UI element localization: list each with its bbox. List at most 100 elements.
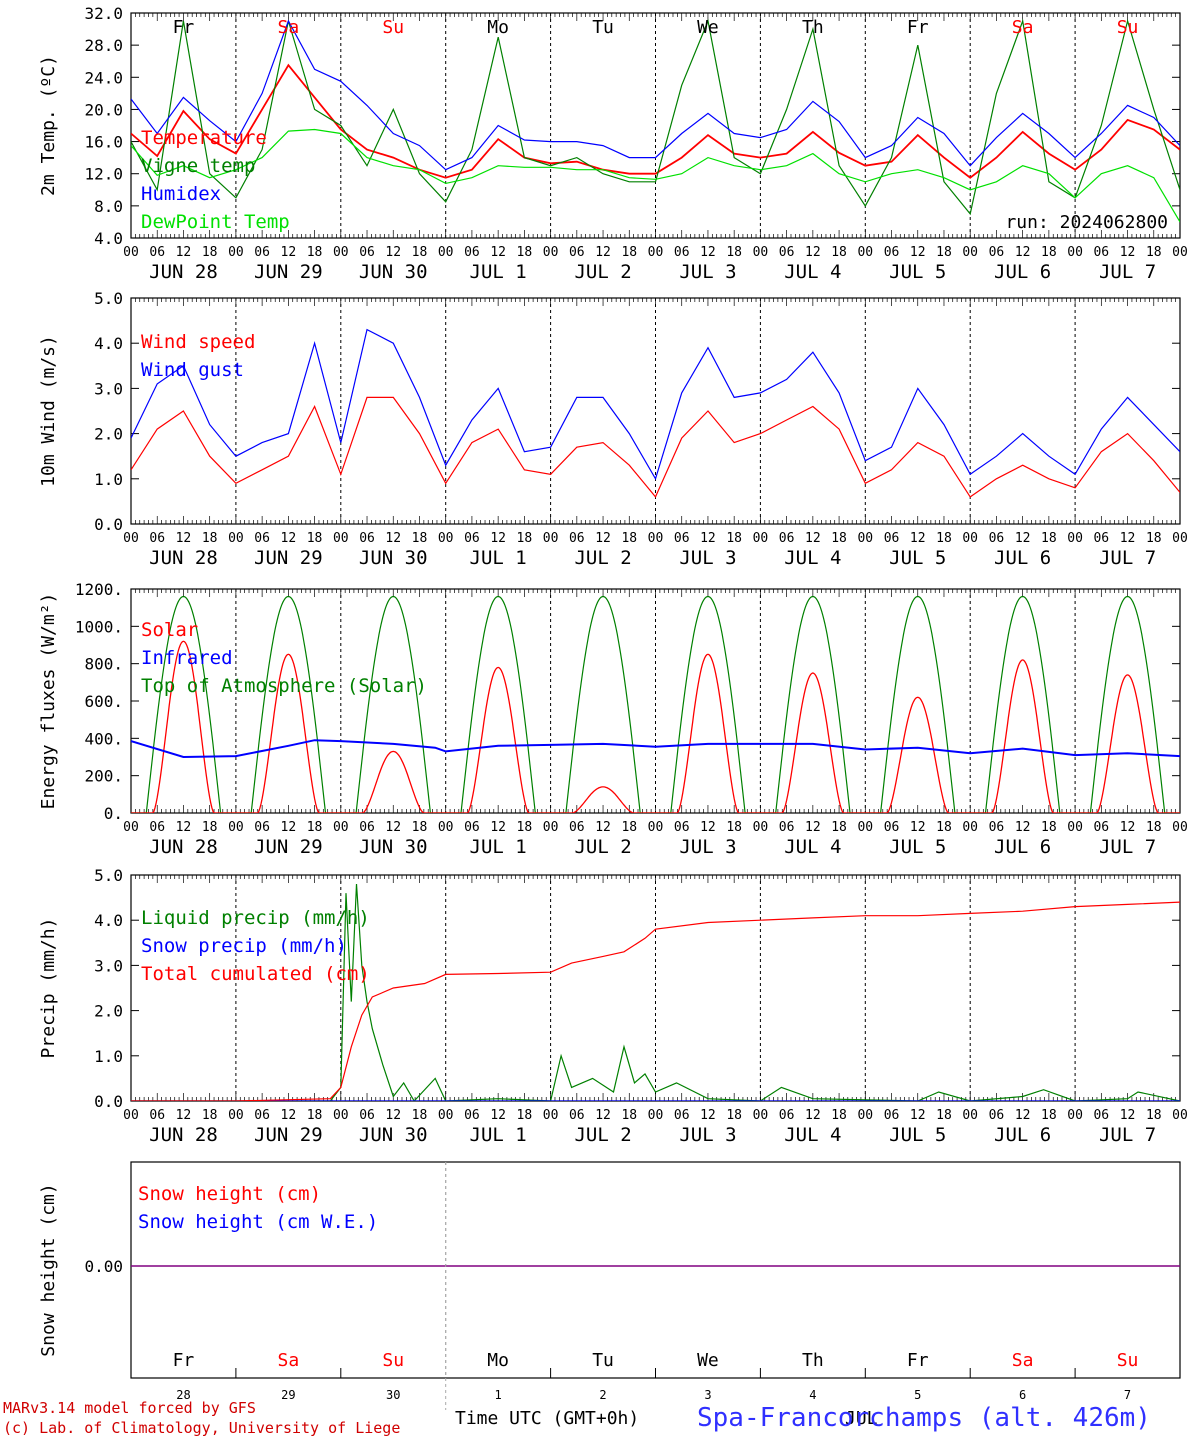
legend-entry: Infrared xyxy=(141,647,233,669)
hour-tick-label: 06 xyxy=(464,245,480,260)
credit-line-1: MARv3.14 model forced by GFS xyxy=(3,1399,256,1417)
day-name: Mo xyxy=(487,17,509,38)
infrared-line xyxy=(131,739,1180,759)
y-tick-label: 4.0 xyxy=(94,229,123,248)
day-name: Su xyxy=(382,17,404,38)
y-axis-label: Energy fluxes (W/m²) xyxy=(38,593,59,810)
hour-tick-label: 06 xyxy=(779,245,795,260)
hour-tick-label: 00 xyxy=(648,531,664,546)
hour-tick-label: 06 xyxy=(254,531,270,546)
date-label: JUN 28 xyxy=(149,836,218,858)
hour-tick-label: 12 xyxy=(1120,531,1136,546)
y-tick-label: 0.0 xyxy=(94,515,123,534)
hour-tick-label: 06 xyxy=(989,1108,1005,1123)
date-label: JUL 5 xyxy=(889,547,946,569)
hour-tick-label: 12 xyxy=(700,820,716,835)
temp-series-2 xyxy=(131,19,1180,171)
y-tick-label: 600. xyxy=(84,692,123,711)
date-label: JUL 2 xyxy=(574,547,631,569)
day-name: Th xyxy=(802,1350,824,1371)
hour-tick-label: 18 xyxy=(726,820,742,835)
hour-tick-label: 00 xyxy=(753,531,769,546)
hour-tick-label: 06 xyxy=(674,245,690,260)
day-number: 2 xyxy=(599,1388,606,1402)
credit-line-2: (c) Lab. of Climatology, University of L… xyxy=(3,1419,400,1437)
date-label: JUN 30 xyxy=(359,547,428,569)
hour-tick-label: 18 xyxy=(412,531,428,546)
hour-tick-label: 12 xyxy=(805,1108,821,1123)
hour-tick-label: 06 xyxy=(674,1108,690,1123)
hour-tick-label: 12 xyxy=(490,245,506,260)
hour-tick-label: 00 xyxy=(962,245,978,260)
day-name: We xyxy=(697,17,719,38)
hour-tick-label: 06 xyxy=(569,531,585,546)
hour-tick-label: 00 xyxy=(123,245,139,260)
hour-tick-label: 06 xyxy=(989,245,1005,260)
y-tick-label: 0.00 xyxy=(84,1257,123,1276)
legend-entry: Humidex xyxy=(141,183,221,205)
hour-tick-label: 18 xyxy=(1146,820,1162,835)
hour-tick-label: 00 xyxy=(1067,245,1083,260)
hour-tick-label: 18 xyxy=(1146,531,1162,546)
hour-tick-label: 00 xyxy=(857,245,873,260)
hour-tick-label: 18 xyxy=(831,820,847,835)
date-label: JUL 3 xyxy=(679,1124,736,1146)
day-name: Su xyxy=(382,1350,404,1371)
hour-tick-label: 18 xyxy=(726,531,742,546)
y-tick-label: 2.0 xyxy=(94,425,123,444)
y-axis-label: 2m Temp. (ºC) xyxy=(38,55,59,196)
hour-tick-label: 12 xyxy=(490,820,506,835)
hour-tick-label: 06 xyxy=(569,1108,585,1123)
hour-tick-label: 18 xyxy=(202,245,218,260)
day-number: 30 xyxy=(386,1388,400,1402)
energy-plot xyxy=(131,595,1180,813)
day-name: We xyxy=(697,1350,719,1371)
hour-tick-label: 06 xyxy=(884,820,900,835)
run-label: run: 2024062800 xyxy=(1005,212,1168,233)
hour-tick-label: 18 xyxy=(307,245,323,260)
date-label: JUL 3 xyxy=(679,261,736,283)
hour-tick-label: 06 xyxy=(149,1108,165,1123)
temp-plot xyxy=(131,18,1180,223)
day-number: 6 xyxy=(1019,1388,1026,1402)
hour-tick-label: 00 xyxy=(753,245,769,260)
hour-tick-label: 12 xyxy=(281,531,297,546)
x-axis-label: Time UTC (GMT+0h) xyxy=(455,1408,639,1429)
hour-tick-label: 06 xyxy=(1093,245,1109,260)
date-label: JUL 1 xyxy=(470,547,527,569)
hour-tick-label: 18 xyxy=(936,531,952,546)
y-tick-label: 1000. xyxy=(75,617,123,636)
y-axis-label: Snow height (cm) xyxy=(38,1183,59,1356)
date-label: JUL 6 xyxy=(994,547,1051,569)
date-label: JUL 4 xyxy=(784,547,841,569)
hour-tick-label: 06 xyxy=(569,245,585,260)
hour-tick-label: 06 xyxy=(884,531,900,546)
hour-tick-label: 00 xyxy=(228,531,244,546)
hour-tick-label: 06 xyxy=(884,1108,900,1123)
hour-tick-label: 00 xyxy=(123,1108,139,1123)
date-label: JUL 6 xyxy=(994,836,1051,858)
hour-tick-label: 12 xyxy=(385,245,401,260)
y-tick-label: 28.0 xyxy=(84,36,123,55)
y-axis-label: Precip (mm/h) xyxy=(38,918,59,1059)
hour-tick-label: 18 xyxy=(831,245,847,260)
hour-tick-label: 00 xyxy=(753,1108,769,1123)
hour-tick-label: 12 xyxy=(805,245,821,260)
date-label: JUN 28 xyxy=(149,261,218,283)
hour-tick-label: 18 xyxy=(307,531,323,546)
date-label: JUN 30 xyxy=(359,261,428,283)
y-tick-label: 3.0 xyxy=(94,379,123,398)
hour-tick-label: 00 xyxy=(438,531,454,546)
wind-series-1 xyxy=(131,328,1180,481)
hour-tick-label: 00 xyxy=(543,531,559,546)
hour-tick-label: 06 xyxy=(464,1108,480,1123)
hour-tick-label: 12 xyxy=(385,531,401,546)
hour-tick-label: 06 xyxy=(254,820,270,835)
hour-tick-label: 12 xyxy=(176,820,192,835)
hour-tick-label: 18 xyxy=(517,531,533,546)
hour-tick-label: 12 xyxy=(490,531,506,546)
hour-tick-label: 06 xyxy=(359,1108,375,1123)
hour-tick-label: 06 xyxy=(359,531,375,546)
date-label: JUN 30 xyxy=(359,1124,428,1146)
